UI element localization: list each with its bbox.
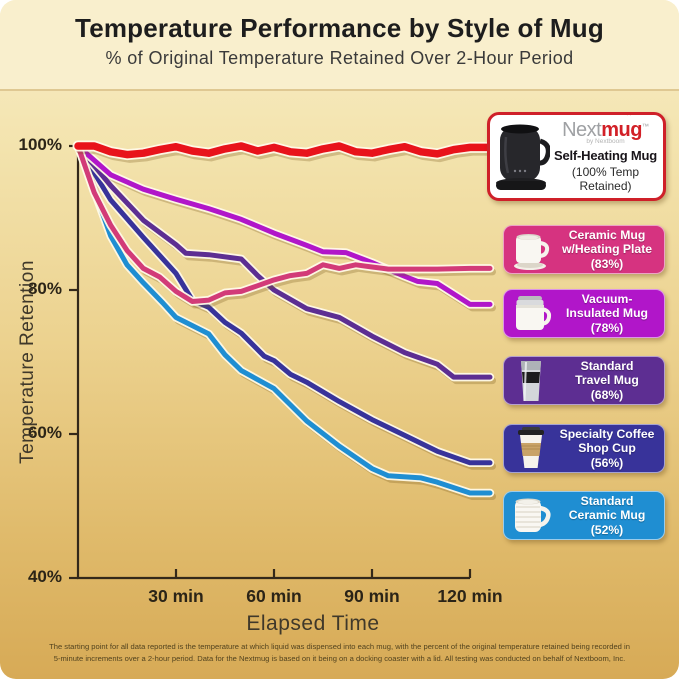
travel-mug-icon <box>508 358 554 404</box>
legend-line: Travel Mug <box>575 373 639 388</box>
legend-line: Ceramic Mug <box>568 227 646 242</box>
legend-line: Insulated Mug <box>566 306 648 321</box>
legend-line: w/Heating Plate <box>561 242 653 257</box>
nextmug-logo: Nextmug™ <box>550 118 661 141</box>
y-axis-title: Temperature Retention <box>17 260 38 464</box>
nextmug-stat-line1: (100% Temp <box>571 165 640 180</box>
legend-item-coffee-shop-cup: Specialty Coffee Shop Cup (56%) <box>503 424 665 473</box>
page-title: Temperature Performance by Style of Mug <box>75 13 604 43</box>
legend-item-label: Specialty Coffee Shop Cup (56%) <box>554 427 660 470</box>
ceramic-heating-mug-icon <box>508 229 554 271</box>
legend-line: Shop Cup <box>578 441 636 456</box>
legend-item-ceramic-heating-plate: Ceramic Mug w/Heating Plate (83%) <box>503 225 665 274</box>
series-ceramic-mug-w-heating-plate <box>75 143 493 304</box>
vacuum-insulated-mug-icon <box>508 293 554 335</box>
nextmug-byline: by Nextboom <box>586 137 625 145</box>
legend-item-label: Ceramic Mug w/Heating Plate (83%) <box>554 228 660 271</box>
legend-item-travel-mug: Standard Travel Mug (68%) <box>503 356 665 405</box>
x-tick-label-90min: 90 min <box>344 586 400 606</box>
legend-item-standard-ceramic: Standard Ceramic Mug (52%) <box>503 491 665 540</box>
legend-item-label: Standard Ceramic Mug (52%) <box>554 494 660 537</box>
nextmug-stat-line2: Retained) <box>579 179 632 194</box>
legend-item-label: Vacuum- Insulated Mug (78%) <box>554 292 660 335</box>
footnote-line-2: 5-minute increments over a 2-hour period… <box>53 653 626 663</box>
nextmug-product-name: Self-Heating Mug <box>554 148 657 164</box>
trademark-symbol: ™ <box>641 122 649 130</box>
footnote-line-1: The starting point for all data reported… <box>49 642 630 651</box>
footnote: The starting point for all data reported… <box>32 641 647 665</box>
page-subtitle: % of Original Temperature Retained Over … <box>105 48 574 68</box>
legend-percent: (52%) <box>590 522 624 537</box>
nextmug-logo-next: Next <box>562 118 602 141</box>
legend-item-vacuum-insulated: Vacuum- Insulated Mug (78%) <box>503 289 665 338</box>
legend-line: Ceramic Mug <box>568 508 646 523</box>
y-tick-label-100: 100% <box>18 135 62 154</box>
legend-line: Vacuum- <box>581 291 633 306</box>
coffee-shop-cup-icon <box>508 426 554 472</box>
legend-percent: (78%) <box>590 320 624 335</box>
series-nextmug-self-heating-mug <box>74 142 494 159</box>
x-tick-label-120min: 120 min <box>437 586 503 606</box>
legend-line: Standard <box>580 493 634 508</box>
series-halo-standard-ceramic-mug <box>73 141 495 498</box>
series-specialty-coffee-shop-cup <box>75 143 493 466</box>
nextmug-logo-mug: mug <box>601 119 642 141</box>
series-standard-travel-mug <box>75 143 493 380</box>
legend-nextmug-card: Nextmug™ by Nextboom Self-Heating Mug (1… <box>487 112 666 201</box>
y-tick-label-80: 80% <box>27 279 62 298</box>
x-axis-title: Elapsed Time <box>246 612 380 635</box>
x-tick-label-30min: 30 min <box>148 586 204 606</box>
legend-item-label: Standard Travel Mug (68%) <box>554 359 660 402</box>
legend-percent: (83%) <box>590 256 624 271</box>
y-tick-label-60: 60% <box>27 423 62 442</box>
header: Temperature Performance by Style of Mug … <box>0 0 679 91</box>
series-shadow-specialty-coffee-shop-cup <box>77 146 496 470</box>
legend-percent: (68%) <box>590 387 624 402</box>
legend-percent: (56%) <box>590 455 624 470</box>
x-tick-label-60min: 60 min <box>246 586 302 606</box>
legend-line: Specialty Coffee <box>559 426 655 441</box>
y-tick-label-40: 40% <box>27 567 62 586</box>
series-standard-ceramic-mug <box>75 143 493 496</box>
legend-line: Standard <box>580 358 634 373</box>
nextmug-card-text: Nextmug™ by Nextboom Self-Heating Mug (1… <box>550 118 661 194</box>
nextmug-self-heating-mug-icon <box>496 124 550 190</box>
series-vacuum-insulated-mug <box>75 143 493 307</box>
ceramic-mug-icon <box>508 495 554 537</box>
